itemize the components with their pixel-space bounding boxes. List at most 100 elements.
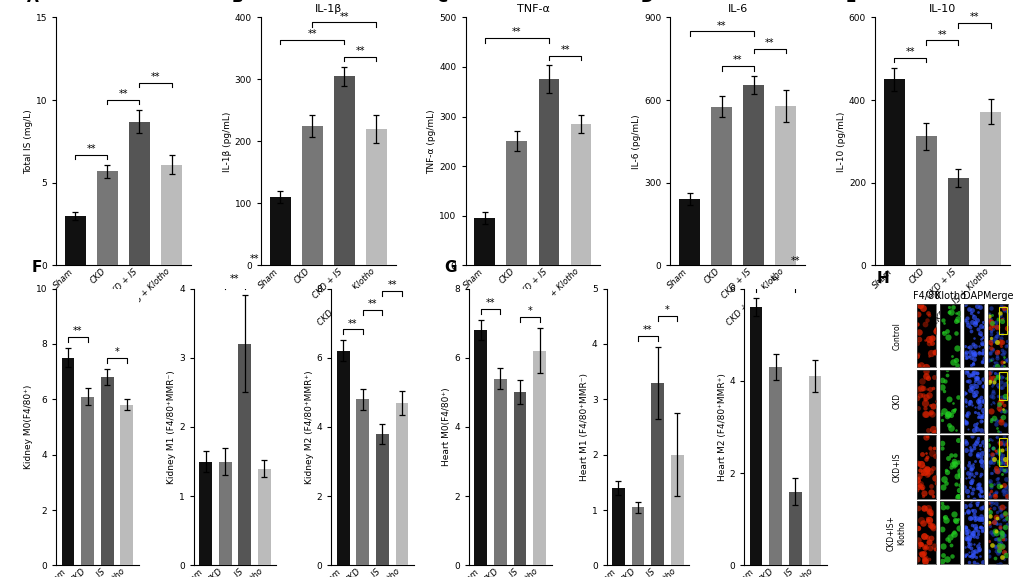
Point <box>985 334 1002 343</box>
Point <box>996 419 1012 429</box>
Point <box>963 358 979 368</box>
Point <box>927 478 944 488</box>
Point <box>956 349 972 358</box>
Point <box>996 515 1012 524</box>
Point <box>987 546 1004 556</box>
Point <box>995 515 1011 524</box>
Bar <box>611 488 625 565</box>
Bar <box>947 178 968 265</box>
Point <box>973 349 989 358</box>
Point <box>960 376 976 385</box>
Point <box>959 321 975 330</box>
Point <box>960 304 976 313</box>
Point <box>910 391 926 400</box>
Point <box>959 526 975 535</box>
Point <box>918 532 934 541</box>
Point <box>920 515 936 524</box>
Point <box>947 328 963 338</box>
Point <box>981 491 998 500</box>
Point <box>965 514 981 523</box>
Y-axis label: IL-6 (pg/mL): IL-6 (pg/mL) <box>632 114 641 168</box>
Point <box>995 407 1011 416</box>
Point <box>995 522 1011 531</box>
Point <box>994 404 1010 414</box>
Point <box>922 482 938 491</box>
Point <box>960 542 976 552</box>
Point <box>912 361 928 370</box>
Point <box>971 523 987 532</box>
Point <box>979 436 996 445</box>
Point <box>989 426 1006 435</box>
Point <box>965 380 981 389</box>
Point <box>911 465 927 474</box>
Point <box>972 417 988 426</box>
Point <box>982 435 999 444</box>
Point <box>966 341 982 350</box>
Point <box>993 454 1009 463</box>
Point <box>967 373 983 383</box>
Point <box>974 441 990 451</box>
Point <box>994 454 1010 463</box>
Point <box>940 395 956 404</box>
Point <box>980 490 997 500</box>
Bar <box>120 405 133 565</box>
Point <box>989 459 1006 468</box>
Point <box>987 358 1004 368</box>
Point <box>962 381 978 390</box>
Point <box>969 481 985 490</box>
Point <box>972 426 988 435</box>
Point <box>965 312 981 321</box>
Point <box>993 383 1009 392</box>
Point <box>961 347 977 357</box>
Point <box>956 523 972 532</box>
Point <box>969 449 985 458</box>
Point <box>958 486 974 496</box>
Point <box>991 417 1008 426</box>
Point <box>988 474 1005 484</box>
Point <box>963 552 979 561</box>
Point <box>960 533 976 542</box>
Point <box>968 548 984 557</box>
Point <box>971 321 987 331</box>
Point <box>993 503 1009 512</box>
Point <box>959 538 975 548</box>
Point <box>926 544 943 553</box>
Point <box>971 331 987 340</box>
Point <box>951 470 967 479</box>
Point <box>990 522 1007 531</box>
Point <box>991 308 1008 317</box>
Point <box>986 466 1003 475</box>
Point <box>966 349 982 358</box>
Point <box>999 355 1015 364</box>
Bar <box>97 171 118 265</box>
Text: **: ** <box>770 276 780 286</box>
Point <box>980 517 997 526</box>
Point <box>986 512 1003 521</box>
Point <box>933 328 950 337</box>
Point <box>957 410 973 419</box>
Point <box>995 302 1011 311</box>
Point <box>972 340 988 349</box>
Point <box>909 362 925 371</box>
Point <box>946 456 962 465</box>
Point <box>922 533 938 542</box>
Title: IL-6: IL-6 <box>727 4 747 14</box>
Point <box>987 448 1004 457</box>
Point <box>960 457 976 466</box>
Point <box>970 403 986 412</box>
Point <box>946 515 962 524</box>
Point <box>987 488 1004 497</box>
Point <box>962 370 978 380</box>
Point <box>981 334 998 343</box>
Point <box>911 460 927 469</box>
Point <box>982 382 999 391</box>
Point <box>987 331 1004 340</box>
Point <box>981 348 998 357</box>
Point <box>979 310 996 319</box>
Point <box>984 458 1001 467</box>
Point <box>994 445 1010 455</box>
Point <box>983 414 1000 424</box>
Point <box>981 373 998 383</box>
Point <box>971 411 987 420</box>
Point <box>991 459 1008 468</box>
